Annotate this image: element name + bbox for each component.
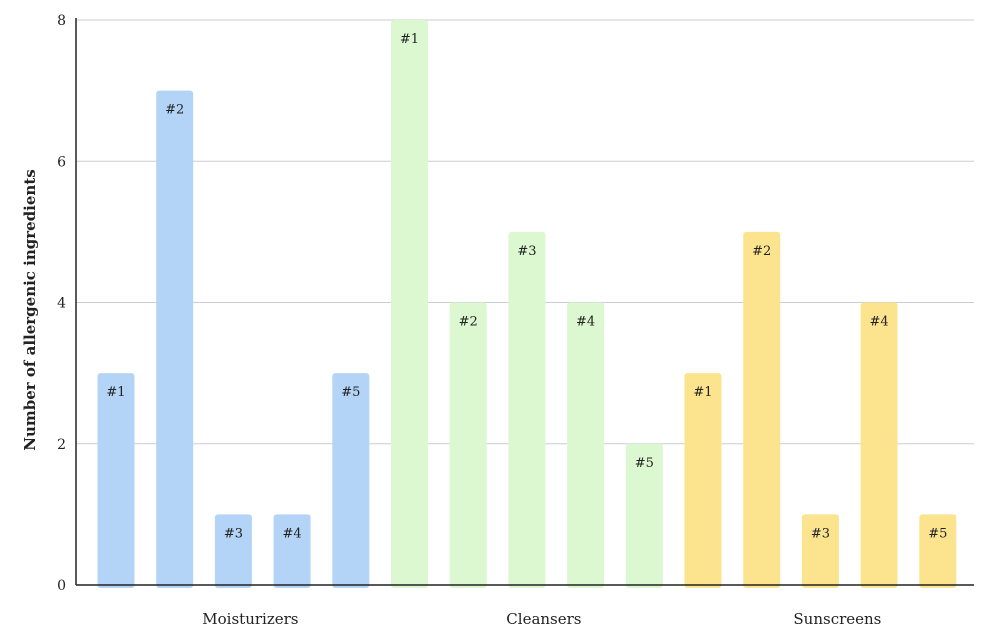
category-label: Sunscreens <box>793 610 881 628</box>
bars <box>97 20 957 588</box>
bar <box>97 373 135 588</box>
bar <box>214 514 252 588</box>
y-tick-label: 4 <box>57 296 66 312</box>
bar <box>684 373 722 588</box>
bar <box>449 302 487 588</box>
bar <box>332 373 370 588</box>
bar-data-label: #2 <box>752 244 771 259</box>
bar-data-label: #2 <box>165 103 184 118</box>
bar-data-label: #5 <box>928 526 947 541</box>
bar <box>801 514 839 588</box>
bar <box>391 20 428 588</box>
bar <box>567 302 605 588</box>
category-label: Cleansers <box>506 610 581 628</box>
bar-data-label: #4 <box>870 315 889 330</box>
bar <box>273 514 311 588</box>
bar-data-label: #4 <box>576 315 595 330</box>
y-tick-label: 6 <box>57 154 66 170</box>
y-tick-label: 8 <box>57 13 66 29</box>
bar <box>508 231 546 588</box>
bar <box>156 90 194 588</box>
bar <box>625 443 663 588</box>
y-tick-labels: 0 2 4 6 8 <box>57 13 66 594</box>
bar-data-label: #1 <box>400 32 419 47</box>
bar-data-label: #2 <box>459 315 478 330</box>
bar-labels: #1 #2 #3 #4 #5 #1 #2 #3 #4 #5 #1 #2 #3 #4 #5 <box>106 32 947 541</box>
bar <box>743 231 781 588</box>
y-tick-label: 0 <box>57 578 66 594</box>
bar-data-label: #1 <box>106 385 125 400</box>
bar-data-label: #5 <box>341 385 360 400</box>
bar-data-label: #5 <box>635 456 654 471</box>
y-axis-label: Number of allergenic ingredients <box>21 169 39 450</box>
bar <box>860 302 898 588</box>
y-tick-label: 2 <box>57 437 66 453</box>
bar-data-label: #3 <box>517 244 536 259</box>
bar-data-label: #4 <box>283 526 302 541</box>
category-label: Moisturizers <box>202 610 298 628</box>
bar-data-label: #3 <box>811 526 830 541</box>
bar <box>919 514 957 588</box>
category-labels: Moisturizers Cleansers Sunscreens <box>202 610 881 628</box>
bar-data-label: #1 <box>693 385 712 400</box>
bar-data-label: #3 <box>224 526 243 541</box>
